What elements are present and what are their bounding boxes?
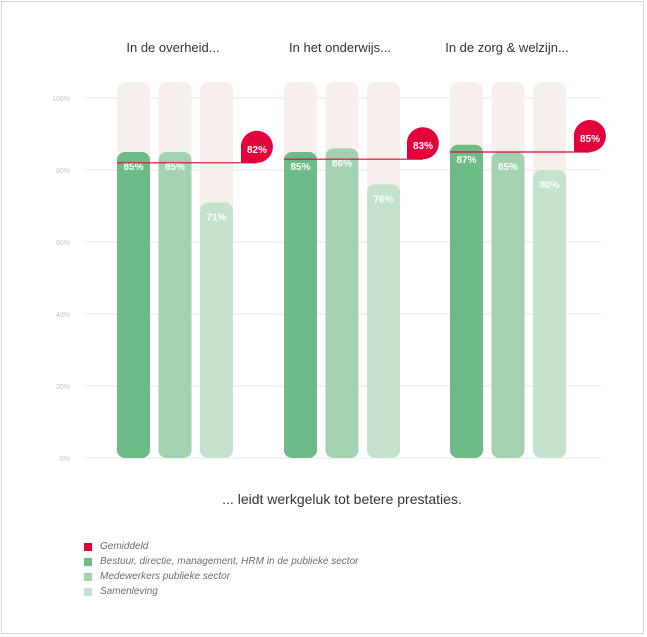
y-axis-tick-labels: 0% 20% 40% 60% 80% 100%	[52, 96, 70, 463]
bar-value-label: 85%	[123, 162, 143, 173]
bar-value-label: 85%	[498, 162, 518, 173]
y-tick-label: 80%	[56, 168, 70, 175]
bar-value-label: 87%	[456, 155, 476, 166]
average-marker	[406, 127, 439, 160]
y-tick-label: 40%	[56, 312, 70, 319]
legend-swatch-average	[84, 542, 92, 551]
bar-value-label: 71%	[206, 212, 226, 223]
bar-value-label: 86%	[332, 158, 352, 169]
bar	[491, 152, 525, 458]
average-marker	[573, 120, 606, 152]
legend-label-average: Gemiddeld	[100, 541, 149, 552]
group-title: In de overheid...	[126, 40, 219, 55]
bar-value-label: 76%	[373, 194, 393, 205]
average-value-label: 82%	[247, 145, 267, 156]
average-marker	[240, 130, 273, 163]
bars: 85% 85% 71% 85% 86% 76% 87% 85% 80%	[117, 82, 566, 459]
bar-value-label: 85%	[290, 162, 310, 173]
legend-label-management: Bestuur, directie, management, HRM in de…	[100, 556, 359, 567]
x-axis-label: ... leidt werkgeluk tot betere prestatie…	[222, 491, 462, 507]
average-value-label: 83%	[413, 141, 433, 152]
average-markers: 82% 83% 85%	[117, 120, 606, 164]
legend-label-society: Samenleving	[100, 586, 158, 597]
legend-item-management: Bestuur, directie, management, HRM in de…	[84, 554, 358, 569]
bar-value-label: 80%	[539, 180, 559, 191]
bar	[367, 184, 400, 458]
legend-item-employees: Medewerkers publieke sector	[84, 569, 358, 584]
y-tick-label: 100%	[52, 96, 70, 103]
bar-value-label: 85%	[165, 162, 185, 173]
bar	[200, 202, 233, 458]
legend-item-average: Gemiddeld	[84, 539, 358, 554]
y-tick-label: 20%	[56, 384, 70, 391]
bar	[533, 170, 566, 458]
legend-swatch-society	[84, 587, 92, 596]
bar	[117, 152, 150, 458]
bar	[325, 148, 359, 458]
legend-swatch-management	[84, 557, 92, 566]
legend-item-society: Samenleving	[84, 584, 358, 599]
group-title: In de zorg & welzijn...	[445, 40, 569, 55]
average-value-label: 85%	[580, 134, 600, 145]
legend: Gemiddeld Bestuur, directie, management,…	[84, 539, 358, 599]
bar	[158, 152, 192, 458]
bar	[450, 144, 483, 459]
bar	[284, 152, 317, 458]
group-title: In het onderwijs...	[289, 40, 391, 55]
y-tick-label: 0%	[60, 456, 70, 463]
y-tick-label: 60%	[56, 240, 70, 247]
legend-swatch-employees	[84, 572, 92, 581]
group-titles: In de overheid... In het onderwijs... In d…	[126, 40, 568, 55]
legend-label-employees: Medewerkers publieke sector	[100, 571, 231, 582]
